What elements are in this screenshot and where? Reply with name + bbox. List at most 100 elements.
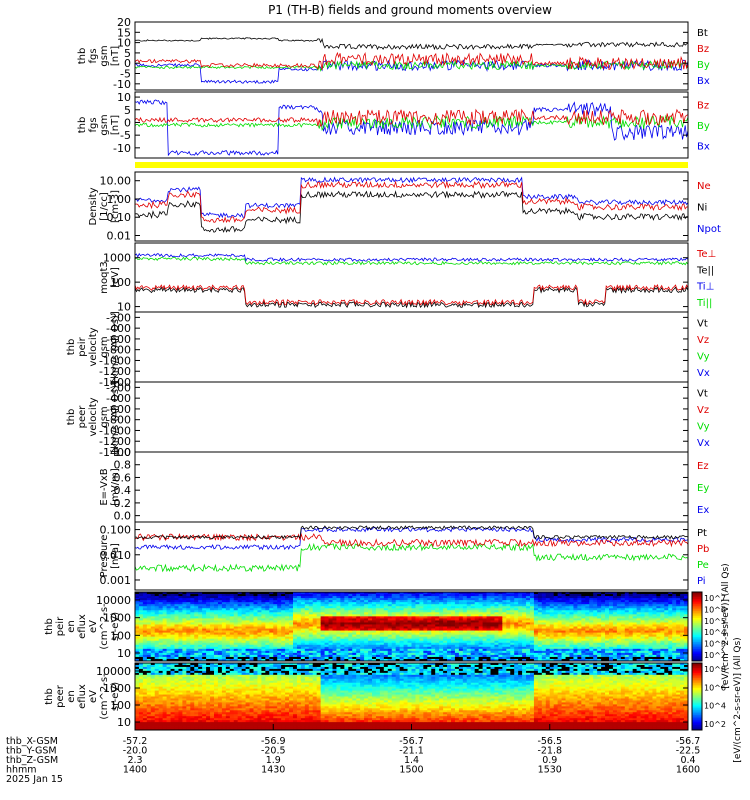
spectrogram-cell (486, 654, 491, 658)
spectrogram-cell (273, 606, 278, 609)
spectrogram-cell (150, 592, 156, 595)
spectrogram-cell (178, 646, 183, 650)
spectrogram-cell (324, 654, 329, 658)
spectrogram-cell (451, 636, 456, 640)
spectrogram-cell (668, 626, 673, 629)
spectrogram-cell (462, 612, 468, 615)
spectrogram-cell (162, 650, 167, 654)
spectrogram-cell (146, 594, 152, 597)
spectrogram-cell (249, 632, 254, 636)
spectrogram-cell (486, 618, 491, 621)
spectrogram-cell (316, 652, 322, 656)
spectrogram-cell (668, 614, 673, 617)
spectrogram-cell (320, 626, 325, 629)
spectrogram-cell (684, 628, 689, 631)
spectrogram-cell (628, 620, 634, 623)
spectrogram-cell (186, 640, 191, 644)
spectrogram-cell (490, 608, 495, 611)
spectrogram-cell (530, 614, 535, 617)
spectrogram-cell (170, 622, 175, 625)
spectrogram-cell (435, 632, 440, 636)
spectrogram-cell (435, 636, 440, 640)
spectrogram-cell (368, 618, 373, 621)
spectrogram-cell (135, 690, 140, 693)
spectrogram-cell (573, 610, 578, 613)
spectrogram-cell (585, 594, 590, 597)
spectrogram-cell (494, 636, 499, 640)
spectrogram-cell (431, 624, 436, 627)
spectrogram-cell (281, 648, 286, 652)
spectrogram-cell (214, 628, 219, 631)
spectrogram-cell (664, 610, 669, 613)
spectrogram-cell (265, 652, 270, 656)
spectrogram-cell (364, 642, 369, 646)
spectrogram-cell (146, 726, 152, 729)
colorbar-cell (692, 616, 702, 619)
spectrogram-cell (221, 640, 227, 644)
spectrogram-cell (620, 592, 626, 595)
spectrogram-cell (225, 644, 231, 648)
spectrogram-cell (391, 608, 397, 611)
spectrogram-cell (672, 630, 677, 633)
spectrogram-cell (585, 592, 590, 595)
spectrogram-cell (154, 638, 160, 642)
spectrogram-cell (620, 626, 626, 629)
spectrogram-cell (427, 640, 432, 644)
spectrogram-cell (431, 612, 436, 615)
spectrogram-cell (506, 630, 511, 633)
spectrogram-cell (522, 642, 527, 646)
spectrogram-cell (502, 630, 507, 633)
spectrogram-cell (676, 626, 681, 629)
spectrogram-cell (186, 636, 191, 640)
spectrogram-cell (387, 606, 393, 609)
spectrogram-cell (435, 648, 440, 652)
spectrogram-cell (676, 604, 681, 607)
spectrogram-cell (419, 618, 424, 621)
spectrogram-cell (154, 696, 160, 699)
spectrogram-cell (431, 600, 436, 603)
spectrogram-cell (518, 604, 523, 607)
spectrogram-cell (510, 618, 515, 621)
spectrogram-cell (498, 654, 503, 658)
spectrogram-cell (154, 676, 160, 680)
spectrogram-cell (684, 644, 689, 648)
spectrogram-cell (142, 602, 148, 605)
spectrogram-cell (214, 644, 219, 648)
spectrogram-cell (217, 606, 223, 609)
spectrogram-cell (206, 632, 211, 636)
spectrogram-cell (364, 614, 369, 617)
spectrogram-cell (569, 644, 574, 648)
spectrogram-cell (182, 604, 187, 607)
spectrogram-cell (427, 628, 432, 631)
spectrogram-cell (632, 648, 638, 652)
spectrogram-cell (553, 646, 559, 650)
spectrogram-cell (589, 614, 594, 617)
spectrogram-cell (375, 600, 381, 603)
spectrogram-cell (344, 604, 349, 607)
spectrogram-cell (166, 628, 171, 631)
spectrogram-cell (676, 620, 681, 623)
spectrogram-cell (680, 616, 685, 619)
spectrogram-cell (624, 616, 630, 619)
spectrogram-cell (573, 602, 578, 605)
spectrogram-cell (640, 608, 645, 611)
spectrogram-cell (443, 612, 448, 615)
spectrogram-cell (672, 640, 677, 644)
spectrogram-cell (182, 606, 187, 609)
spectrogram-cell (300, 630, 306, 633)
spectrogram-cell (150, 663, 156, 666)
spectrogram-cell (348, 646, 353, 650)
spectrogram-cell (676, 628, 681, 631)
spectrogram-cell (257, 634, 262, 638)
spectrogram-cell (419, 648, 424, 652)
spectrogram-cell (553, 622, 559, 625)
spectrogram-cell (502, 632, 507, 636)
spectrogram-cell (561, 604, 566, 607)
spectrogram-cell (368, 642, 373, 646)
spectrogram-cell (533, 604, 539, 607)
spectrogram-cell (502, 592, 507, 595)
spectrogram-cell (233, 648, 239, 652)
spectrogram-cell (174, 632, 179, 636)
spectrogram-cell (601, 634, 606, 638)
spectrogram-cell (344, 606, 349, 609)
